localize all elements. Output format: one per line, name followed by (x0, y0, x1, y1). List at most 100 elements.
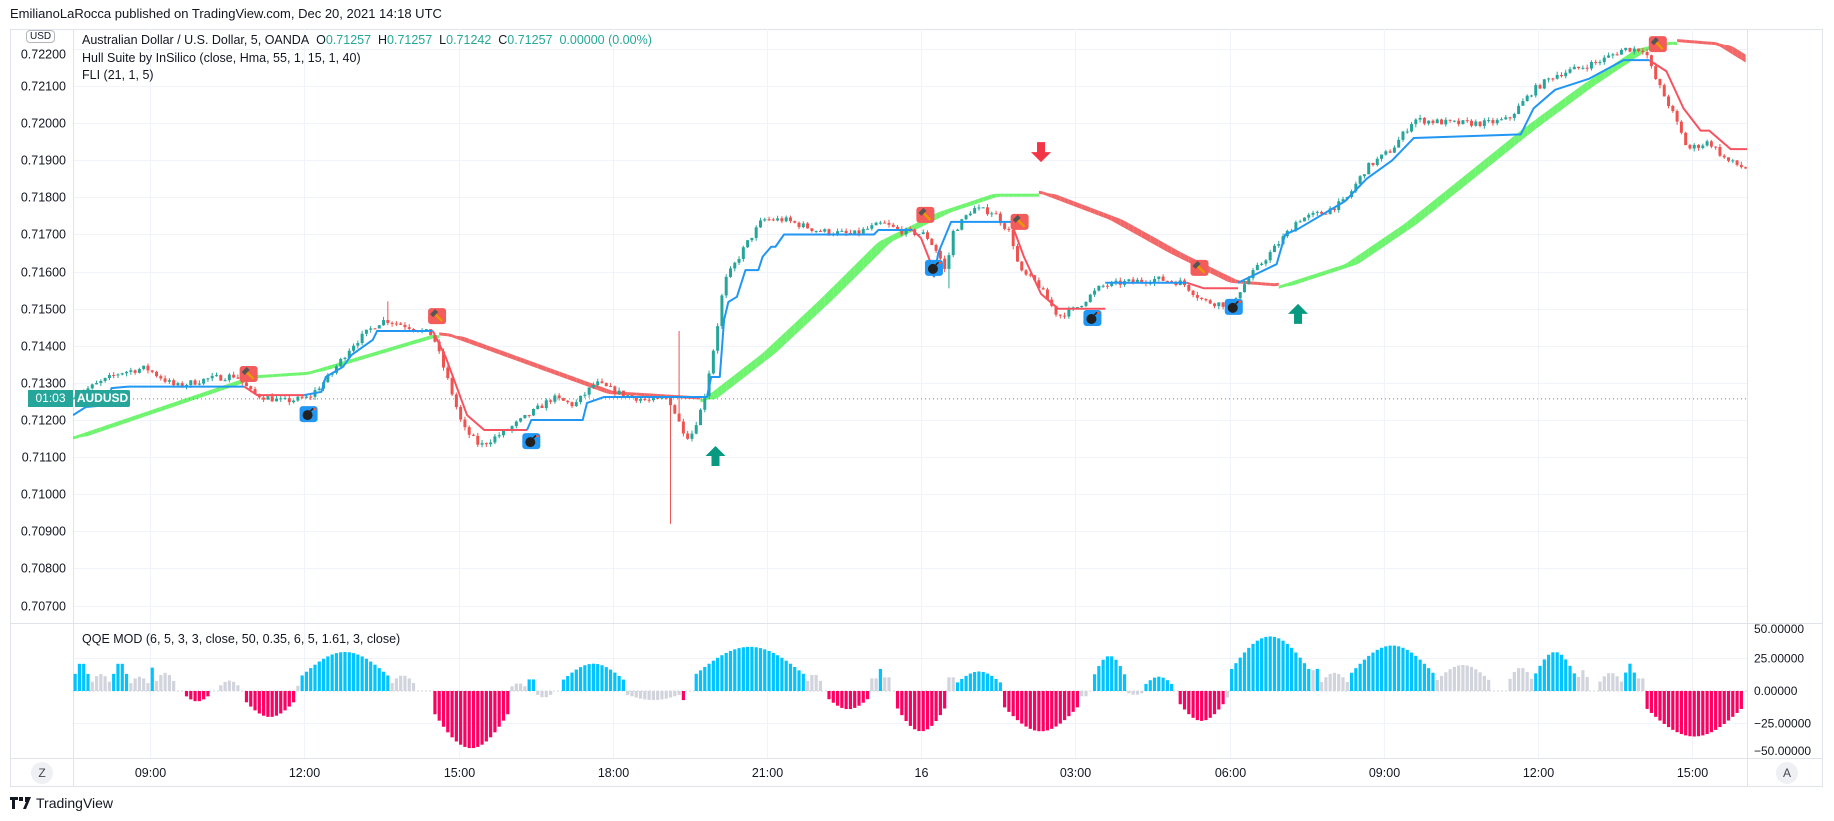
candle (1015, 243, 1019, 263)
candle-body (450, 378, 454, 395)
hull-legend[interactable]: Hull Suite by InSilico (close, Hma, 55, … (82, 51, 361, 65)
candle (544, 398, 548, 411)
qqe-bar (1328, 673, 1332, 691)
hull-segment (1137, 228, 1142, 238)
candle (150, 369, 154, 374)
candle (1384, 149, 1388, 156)
zoom-button[interactable]: Z (31, 762, 53, 784)
hull-segment (374, 350, 380, 356)
candle-body (763, 219, 767, 221)
candle-body (1598, 62, 1602, 64)
candle-body (412, 328, 416, 331)
hull-segment (1741, 51, 1746, 63)
candle-body (1058, 314, 1062, 316)
price-axis[interactable]: 0.72200 0.72100 0.72000 0.71900 0.71800 0.717… (21, 48, 66, 614)
candle (1551, 77, 1555, 82)
candle-body (960, 219, 964, 230)
candle (994, 210, 998, 215)
hull-segment (293, 372, 298, 376)
qqe-bar (1020, 691, 1024, 724)
qqe-bar (1071, 691, 1075, 712)
hull-segment (92, 428, 97, 435)
candle (1251, 267, 1255, 281)
high-value: 0.71257 (387, 33, 433, 47)
candle (373, 327, 377, 330)
candle (1594, 59, 1598, 65)
hull-segment (1698, 40, 1703, 45)
candle-body (887, 223, 891, 225)
main-legend[interactable]: Australian Dollar / U.S. Dollar, 5, OAND… (82, 33, 652, 47)
qqe-bar (921, 691, 925, 732)
candle-body (724, 276, 728, 296)
fli-legend[interactable]: FLI (21, 1, 5) (82, 68, 154, 82)
candle (1200, 297, 1204, 301)
qqe-bar (1050, 691, 1054, 729)
qqe-bar (1122, 674, 1127, 691)
qqe-bar (339, 652, 343, 691)
qqe-bar (1517, 668, 1521, 691)
qqe-bar (771, 652, 775, 691)
candle-body (1542, 79, 1546, 89)
candle (900, 226, 904, 237)
candle-body (1375, 158, 1379, 165)
qqe-legend[interactable]: QQE MOD (6, 5, 3, 3, close, 50, 0.35, 6,… (82, 632, 401, 646)
price-tick-label: 0.71800 (21, 191, 66, 205)
hull-segment (1629, 50, 1635, 62)
candle-body (377, 325, 381, 329)
candle (493, 434, 497, 445)
candle (497, 432, 501, 439)
qqe-bar (1238, 657, 1242, 691)
candle-body (720, 295, 724, 327)
candle-body (1555, 74, 1559, 79)
qqe-axis[interactable]: 50.00000 25.00000 0.00000 −25.00000 −50.0000… (1754, 622, 1811, 758)
candle-body (793, 221, 797, 223)
currency-badge[interactable]: USD (26, 30, 56, 43)
hull-segment (280, 373, 286, 377)
candle-body (694, 425, 698, 434)
candle-body (1328, 208, 1332, 214)
candle (403, 322, 407, 331)
candle (1427, 120, 1431, 126)
candle-body (1242, 284, 1246, 293)
hull-segment (1454, 180, 1459, 195)
candle (1213, 302, 1217, 309)
candle-body (874, 222, 878, 226)
candle (1727, 157, 1731, 163)
time-axis[interactable]: 09:00 12:00 15:00 18:00 21:00 16 03:00 06:00 09:… (135, 766, 1708, 780)
qqe-bar (1298, 657, 1302, 691)
hull-segment (117, 419, 123, 426)
hull-segment (580, 379, 585, 386)
candle-body (964, 215, 968, 220)
footer-brand[interactable]: TradingView (10, 795, 113, 811)
qqe-bar (857, 691, 861, 706)
candle-body (1482, 120, 1486, 126)
hull-segment (807, 307, 812, 324)
price-tick-label: 0.71700 (21, 228, 66, 242)
candle (853, 230, 857, 235)
qqe-bar (900, 691, 904, 716)
candle-body (1440, 119, 1444, 125)
hull-segment (888, 234, 894, 245)
hull-segment (1090, 207, 1095, 214)
qqe-bar (767, 650, 771, 691)
candle (1191, 289, 1195, 298)
qqe-bar (848, 691, 853, 710)
hull-segment (422, 336, 427, 342)
hull-segment (717, 384, 722, 398)
candle-body (771, 219, 775, 221)
hull-segment (404, 341, 410, 347)
candle (720, 293, 724, 330)
qqe-bar (394, 678, 398, 691)
candle-body (356, 343, 360, 346)
candle (1435, 118, 1439, 124)
candle (1418, 114, 1422, 123)
candle-body (857, 230, 861, 234)
candle-body (823, 229, 827, 232)
candle (617, 387, 621, 395)
hull-segment (379, 349, 384, 355)
candle (103, 377, 107, 383)
hull-segment (1265, 282, 1271, 286)
candle-body (866, 228, 870, 230)
auto-scale-button[interactable]: A (1776, 762, 1798, 784)
